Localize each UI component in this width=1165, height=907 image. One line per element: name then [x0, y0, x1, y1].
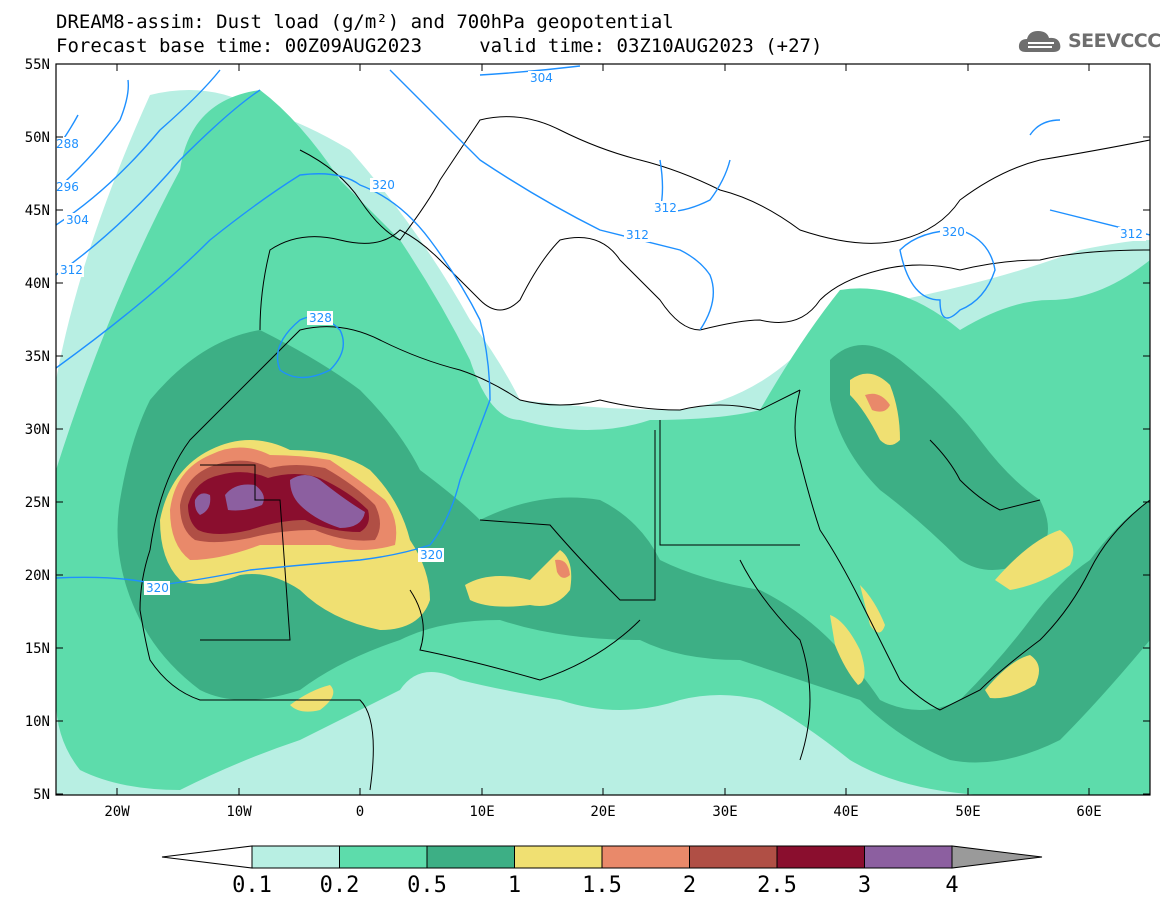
- lon-label: 10W: [226, 804, 252, 820]
- contour-label: 320: [942, 225, 965, 239]
- seevccc-logo: SEEVCCC: [1016, 26, 1161, 56]
- colorbar-labels: 0.1 0.2 0.5 1 1.5 2 2.5 3 4: [232, 873, 959, 898]
- contour-label: 304: [66, 213, 89, 227]
- lat-label: 40N: [25, 276, 50, 292]
- dust-contour-1-redsea: [830, 585, 885, 685]
- dust-contour-1.5-iraq: [865, 393, 890, 412]
- geopotential-contours: [56, 65, 1150, 586]
- tick-marks: [56, 63, 1150, 795]
- lon-label: 50E: [955, 804, 980, 820]
- geopotential-labels: 320 328 320 320 312 304 296 288 312 312 …: [56, 71, 1146, 595]
- lat-label: 55N: [25, 57, 50, 73]
- contour-label: 320: [146, 581, 169, 595]
- map-title: DREAM8-assim: Dust load (g/m²) and 700hP…: [56, 11, 674, 33]
- colorbar: [161, 845, 1043, 869]
- colorbar-label: 2: [683, 873, 696, 898]
- dust-contour-3: [194, 475, 365, 528]
- colorbar-under-arrow: [161, 845, 253, 869]
- dust-contour-1-oman: [995, 530, 1074, 590]
- dust-field: 320 328 320 320 312 304 296 288 312 312 …: [56, 64, 1150, 795]
- dust-contour-1-mali: [290, 685, 334, 712]
- lat-label: 20N: [25, 568, 50, 584]
- contour-label: 312: [1120, 227, 1143, 241]
- colorbar-label: 3: [858, 873, 871, 898]
- cloud-icon: [1018, 31, 1061, 52]
- contour-label: 320: [372, 178, 395, 192]
- coastlines-borders: [139, 116, 1150, 791]
- colorbar-label: 4: [945, 873, 958, 898]
- lat-label: 25N: [25, 495, 50, 511]
- lat-label: 5N: [33, 787, 50, 803]
- colorbar-swatch: [689, 845, 778, 869]
- lon-label: 60E: [1076, 804, 1101, 820]
- colorbar-swatch: [339, 845, 428, 869]
- lon-label: 30E: [712, 804, 737, 820]
- colorbar-swatch: [776, 845, 865, 869]
- map-subtitle-times: Forecast base time: 00Z09AUG2023 valid t…: [56, 35, 823, 57]
- lon-label: 20W: [104, 804, 130, 820]
- contour-label: 328: [309, 311, 332, 325]
- contour-label: 312: [60, 263, 83, 277]
- colorbar-label: 0.5: [407, 873, 447, 898]
- logo-text: SEEVCCC: [1068, 30, 1161, 52]
- colorbar-label: 0.2: [320, 873, 360, 898]
- lon-label: 10E: [469, 804, 494, 820]
- colorbar-label: 1: [508, 873, 521, 898]
- lon-label: 20E: [590, 804, 615, 820]
- colorbar-label: 1.5: [582, 873, 622, 898]
- contour-label: 296: [56, 180, 79, 194]
- colorbar-swatch: [251, 845, 340, 869]
- dust-contour-1.5-chad: [555, 559, 570, 578]
- lon-label: 0: [356, 804, 364, 820]
- contour-label: 304: [530, 71, 553, 85]
- colorbar-swatch: [864, 845, 953, 869]
- colorbar-label: 0.1: [232, 873, 272, 898]
- longitude-labels: 20W 10W 0 10E 20E 30E 40E 50E 60E: [104, 804, 1101, 820]
- colorbar-swatch: [601, 845, 690, 869]
- dust-contour-0.5: [117, 330, 1150, 763]
- colorbar-over-arrow: [951, 845, 1043, 869]
- lat-label: 45N: [25, 203, 50, 219]
- lat-label: 15N: [25, 641, 50, 657]
- latitude-labels: 55N 50N 45N 40N 35N 30N 25N 20N 15N 10N …: [25, 57, 50, 803]
- lat-label: 10N: [25, 714, 50, 730]
- colorbar-swatch: [426, 845, 515, 869]
- contour-label: 312: [626, 228, 649, 242]
- contour-label: 288: [56, 137, 79, 151]
- colorbar-label: 2.5: [757, 873, 797, 898]
- lon-label: 40E: [833, 804, 858, 820]
- lat-label: 50N: [25, 130, 50, 146]
- dust-contour-1-yemen: [985, 655, 1039, 699]
- lat-label: 35N: [25, 349, 50, 365]
- contour-label: 320: [420, 548, 443, 562]
- lat-label: 30N: [25, 422, 50, 438]
- dust-contour-1-chad: [465, 550, 572, 607]
- colorbar-swatch: [514, 845, 603, 869]
- contour-label: 312: [654, 201, 677, 215]
